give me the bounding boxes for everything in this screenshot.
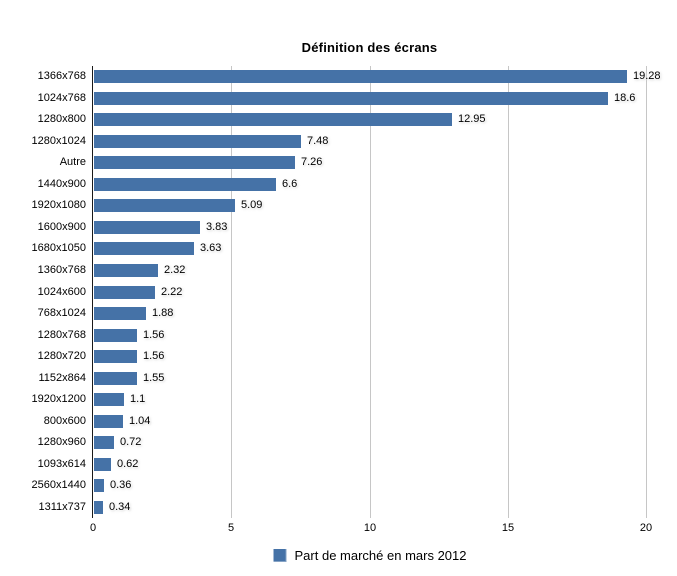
bar[interactable] [94, 329, 137, 342]
category-label: 1360x768 [37, 264, 86, 276]
value-label: 7.26 [301, 156, 323, 168]
category-label: 1093x614 [37, 458, 86, 470]
bar[interactable] [94, 307, 146, 320]
bar[interactable] [94, 199, 235, 212]
category-label: 800x600 [43, 415, 86, 427]
category-label: 1920x1080 [31, 199, 86, 211]
value-label: 3.63 [200, 242, 222, 254]
value-label: 2.22 [161, 286, 183, 298]
bar[interactable] [94, 501, 103, 514]
bar[interactable] [94, 436, 114, 449]
value-label: 7.48 [307, 135, 329, 147]
value-label: 1.56 [143, 329, 165, 341]
chart-title: Définition des écrans [301, 40, 438, 55]
x-gridline [231, 66, 232, 518]
category-label: 1024x768 [37, 92, 86, 104]
x-tick-label: 20 [639, 522, 653, 534]
bar[interactable] [94, 221, 200, 234]
category-label: 1024x600 [37, 286, 86, 298]
bar[interactable] [94, 135, 301, 148]
category-label: 1920x1200 [31, 393, 86, 405]
x-tick-label: 15 [501, 522, 515, 534]
value-label: 12.95 [458, 113, 486, 125]
bar[interactable] [94, 242, 194, 255]
category-label: 1280x960 [37, 436, 86, 448]
value-label: 1.04 [129, 415, 151, 427]
value-label: 6.6 [282, 178, 298, 190]
x-tick-label: 0 [89, 522, 97, 534]
value-label: 19.28 [633, 70, 661, 82]
x-gridline [370, 66, 371, 518]
bar[interactable] [94, 156, 295, 169]
bar[interactable] [94, 393, 124, 406]
value-label: 5.09 [241, 199, 263, 211]
category-label: 1280x1024 [31, 135, 86, 147]
bar[interactable] [94, 479, 104, 492]
bar[interactable] [94, 264, 158, 277]
value-label: 1.56 [143, 350, 165, 362]
bar[interactable] [94, 178, 276, 191]
bar[interactable] [94, 458, 111, 471]
bar[interactable] [94, 92, 608, 105]
bar[interactable] [94, 372, 137, 385]
category-label: 1280x768 [37, 329, 86, 341]
category-label: 768x1024 [37, 307, 86, 319]
value-label: 0.34 [109, 501, 131, 513]
category-label: 1311x737 [38, 501, 86, 513]
value-label: 2.32 [164, 264, 186, 276]
category-label: 1280x800 [37, 113, 86, 125]
value-label: 3.83 [206, 221, 228, 233]
category-label: 1600x900 [37, 221, 86, 233]
x-gridline [646, 66, 647, 518]
bar[interactable] [94, 70, 627, 83]
value-label: 1.55 [143, 372, 165, 384]
category-label: 1366x768 [37, 70, 86, 82]
category-label: Autre [59, 156, 86, 168]
value-label: 1.1 [130, 393, 146, 405]
legend-label: Part de marché en mars 2012 [294, 548, 467, 563]
legend[interactable]: Part de marché en mars 2012 [273, 548, 467, 563]
value-label: 0.62 [117, 458, 139, 470]
category-label: 1280x720 [37, 350, 86, 362]
value-label: 1.88 [152, 307, 174, 319]
bar[interactable] [94, 350, 137, 363]
category-label: 1440x900 [37, 178, 86, 190]
bar[interactable] [94, 286, 155, 299]
x-tick-label: 5 [227, 522, 235, 534]
category-label: 2560x1440 [31, 479, 86, 491]
value-label: 0.72 [120, 436, 142, 448]
category-axis-line [92, 66, 93, 518]
series-swatch-icon [273, 549, 287, 562]
x-gridline [508, 66, 509, 518]
x-tick-label: 10 [363, 522, 377, 534]
value-label: 18.6 [614, 92, 636, 104]
bar[interactable] [94, 113, 452, 126]
category-label: 1152x864 [38, 372, 86, 384]
category-label: 1680x1050 [31, 242, 86, 254]
value-label: 0.36 [110, 479, 132, 491]
bar[interactable] [94, 415, 123, 428]
